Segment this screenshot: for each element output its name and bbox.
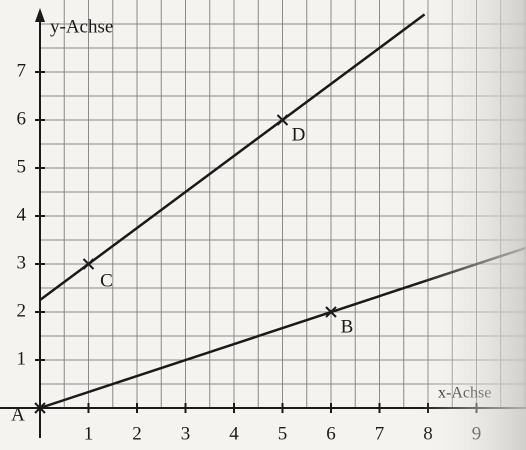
point-label: A <box>11 404 25 425</box>
x-tick-label: 4 <box>229 423 239 444</box>
y-tick-label: 5 <box>17 156 27 177</box>
point-cross <box>34 402 46 414</box>
y-axis-arrow <box>35 8 45 22</box>
point-cross <box>325 306 337 318</box>
y-tick-label: 3 <box>17 252 27 273</box>
y-tick-label: 4 <box>17 204 27 225</box>
y-tick-label: 2 <box>17 300 27 321</box>
point-label: D <box>292 124 306 145</box>
y-tick-label: 6 <box>17 108 27 129</box>
x-tick-label: 5 <box>278 423 288 444</box>
point-label: B <box>341 316 354 337</box>
line <box>39 13 426 302</box>
x-tick-label: 7 <box>375 423 385 444</box>
x-tick-label: 6 <box>326 423 336 444</box>
x-tick-label: 3 <box>181 423 191 444</box>
y-axis-label: y-Achse <box>50 16 113 37</box>
point-cross <box>276 114 289 126</box>
point-label: C <box>100 270 113 291</box>
y-tick-label: 1 <box>17 348 27 369</box>
point-cross <box>82 258 95 270</box>
x-tick-label: 1 <box>84 423 94 444</box>
scan-shadow <box>420 0 526 450</box>
x-tick-label: 2 <box>132 423 142 444</box>
y-tick-label: 7 <box>17 60 27 81</box>
